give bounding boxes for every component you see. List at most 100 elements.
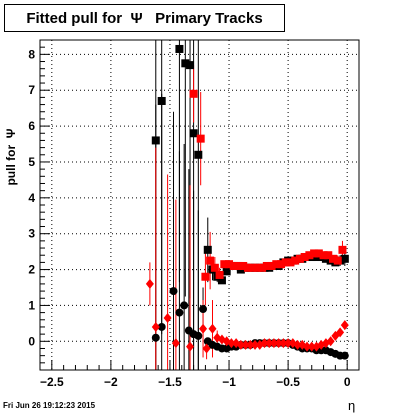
data-point	[199, 323, 208, 334]
y-tick-label: 4	[28, 191, 35, 205]
y-axis-label: pull for Ψ	[4, 128, 18, 186]
timestamp-footer: Fri Jun 26 19:12:23 2015	[3, 401, 96, 410]
data-point	[201, 272, 210, 281]
data-point	[194, 331, 203, 340]
data-point	[206, 256, 215, 265]
data-point	[189, 129, 198, 138]
data-point	[340, 320, 349, 331]
data-point	[202, 343, 211, 354]
data-point	[208, 323, 217, 334]
y-tick-label: 7	[28, 83, 35, 97]
data-point	[326, 336, 335, 347]
data-point	[286, 258, 295, 267]
data-point	[319, 251, 328, 260]
data-point	[157, 322, 166, 331]
data-point	[269, 338, 278, 349]
data-point	[295, 254, 304, 263]
data-point	[258, 263, 267, 272]
data-point	[253, 263, 262, 272]
data-point	[222, 267, 231, 276]
data-point	[251, 339, 260, 350]
x-tick-label: −2.5	[40, 375, 64, 389]
data-point	[284, 338, 293, 349]
data-point	[303, 341, 312, 352]
data-point	[333, 256, 342, 265]
data-point	[305, 251, 314, 260]
data-point	[267, 261, 276, 270]
data-point	[180, 301, 189, 310]
data-point	[186, 61, 195, 70]
plot-frame	[39, 39, 360, 371]
data-point	[277, 260, 286, 269]
y-tick-label: 0	[28, 334, 35, 348]
title-box: Fitted pull for Ψ Primary Tracks	[4, 4, 285, 32]
data-point	[151, 333, 160, 342]
data-point	[234, 261, 243, 270]
y-tick-label: 5	[28, 155, 35, 169]
data-point	[239, 261, 248, 270]
data-point	[281, 258, 290, 267]
data-point	[175, 44, 184, 53]
axes: −2.5 −2 −1.5 −1 −0.5 0 0 1 2 3 4 5 6 7 8	[28, 39, 360, 389]
data-point	[186, 341, 195, 352]
y-tick-label: 6	[28, 119, 35, 133]
data-point	[151, 321, 160, 332]
data-point	[314, 249, 323, 258]
data-point	[227, 338, 236, 349]
x-tick-label: 0	[344, 375, 351, 389]
x-axis-label: η	[348, 398, 356, 413]
x-tick-label: −1.5	[158, 375, 182, 389]
data-point	[265, 338, 274, 349]
data-point	[199, 305, 208, 314]
y-tick-label: 2	[28, 263, 35, 277]
data-point	[171, 338, 180, 349]
data-point	[248, 263, 257, 272]
data-point	[210, 263, 219, 272]
data-point	[340, 254, 349, 263]
data-point	[229, 261, 238, 270]
data-point	[151, 136, 160, 145]
data-point	[169, 287, 178, 296]
data-point	[217, 276, 226, 285]
data-point	[307, 341, 316, 352]
data-point	[196, 134, 205, 143]
data-point	[293, 339, 302, 350]
data-point	[300, 253, 309, 262]
y-tick-label: 3	[28, 227, 35, 241]
data-point	[225, 260, 234, 269]
data-point	[262, 261, 271, 270]
data-point	[336, 327, 345, 338]
data-point	[272, 260, 281, 269]
data-point	[338, 245, 347, 254]
y-tick-label: 1	[28, 298, 35, 312]
y-tick-label: 8	[28, 47, 35, 61]
chart-title: Fitted pull for Ψ Primary Tracks	[26, 9, 263, 27]
data-point	[243, 263, 252, 272]
data-point	[279, 338, 288, 349]
grid	[40, 40, 359, 370]
data-point	[324, 251, 333, 260]
data-point	[310, 249, 319, 258]
data-point	[163, 312, 172, 323]
data-point	[194, 150, 203, 159]
data-point	[220, 260, 229, 269]
data-point	[241, 339, 250, 350]
data-point	[189, 89, 198, 98]
markers	[145, 44, 349, 360]
x-tick-label: −1	[222, 375, 236, 389]
data-point	[145, 278, 154, 289]
x-tick-label: −0.5	[276, 375, 300, 389]
data-point	[260, 338, 269, 349]
data-point	[181, 59, 190, 68]
data-point	[340, 351, 349, 360]
y-axis-label-box: pull for Ψ	[1, 107, 21, 207]
data-point	[246, 339, 255, 350]
data-point	[175, 308, 184, 317]
error-bars	[149, 40, 346, 370]
data-point	[215, 270, 224, 279]
data-point	[236, 339, 245, 350]
data-point	[274, 338, 283, 349]
data-point	[291, 256, 300, 265]
data-point	[203, 245, 212, 254]
